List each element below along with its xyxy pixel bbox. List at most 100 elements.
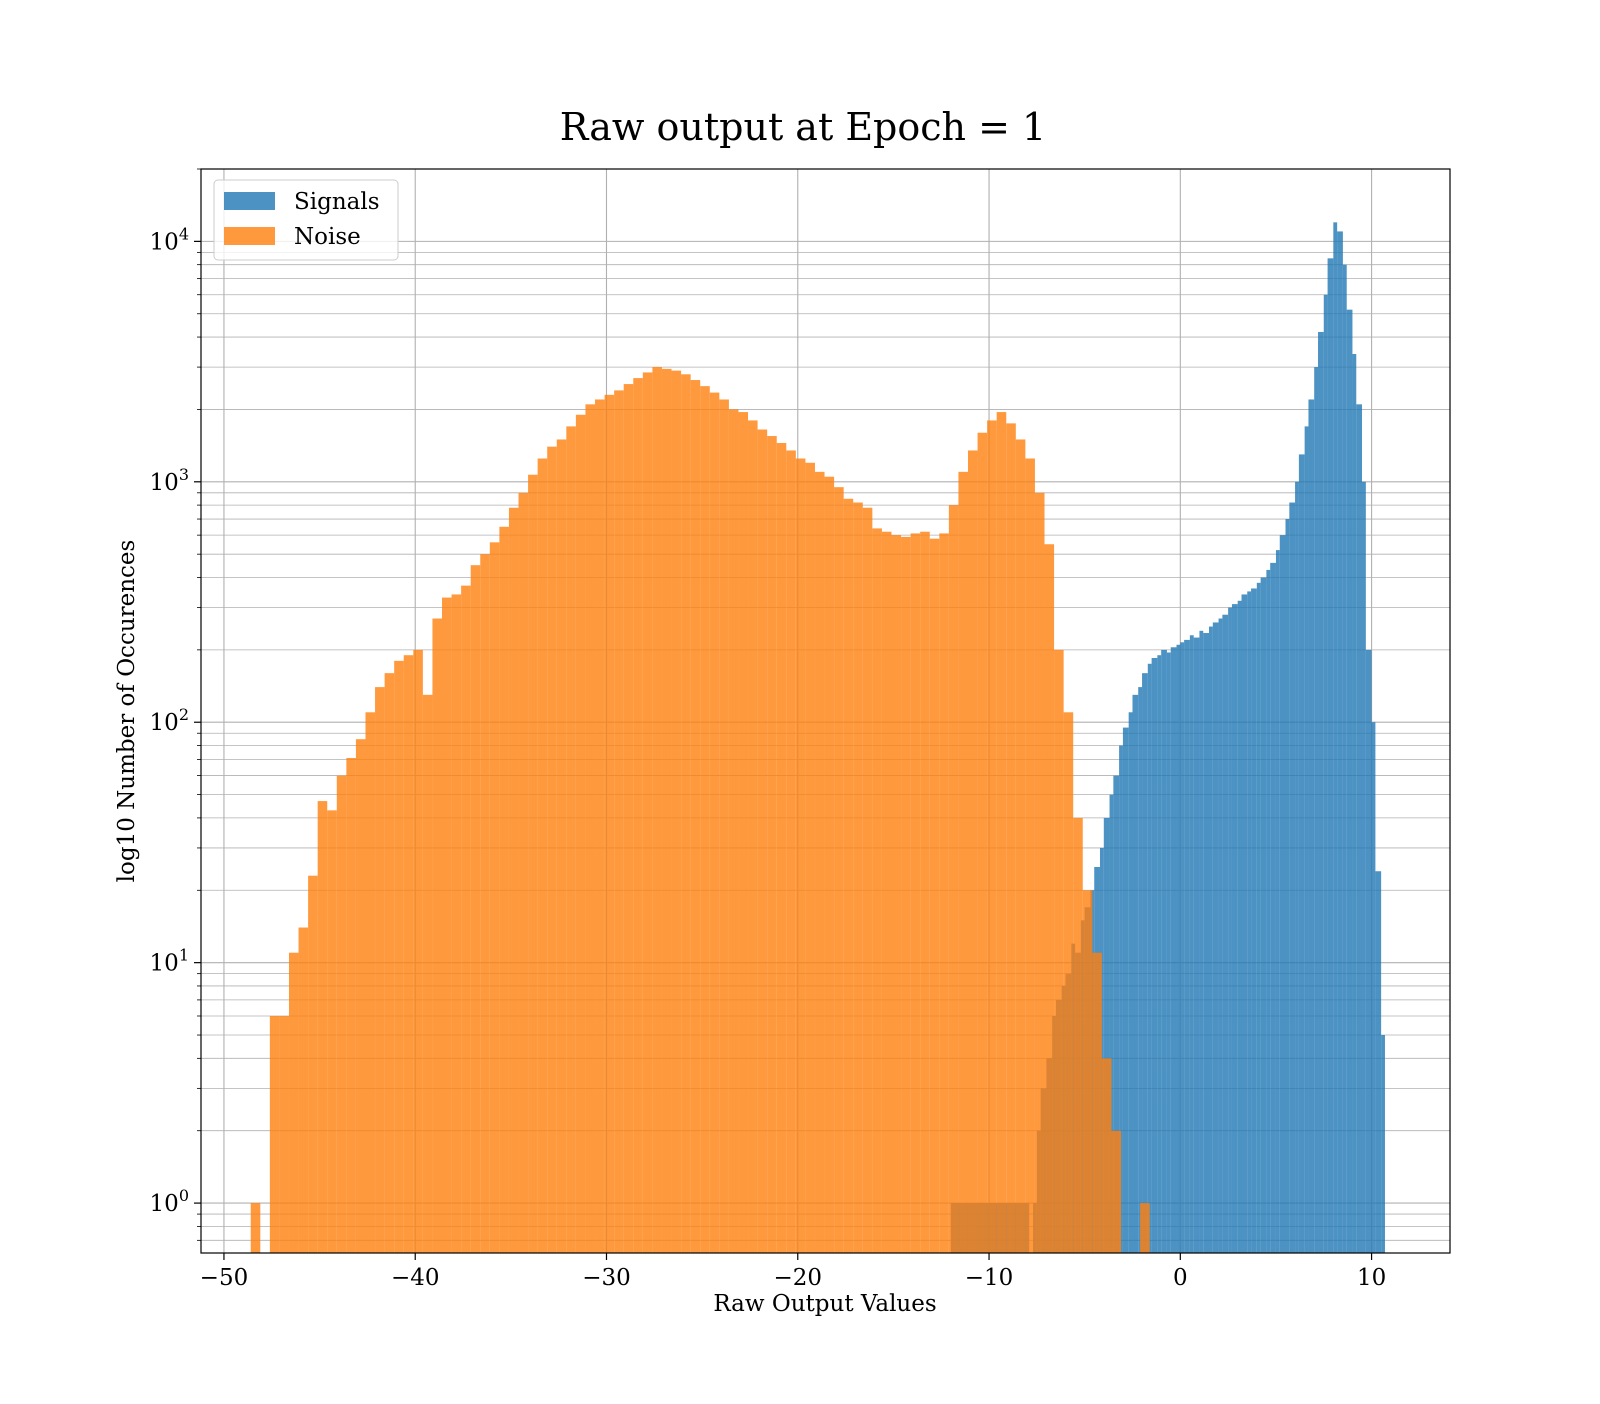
bar-noise <box>566 426 576 1253</box>
bar-noise <box>518 492 529 1253</box>
bar-noise <box>1111 1130 1122 1253</box>
bar-noise <box>977 432 988 1253</box>
bar-noise <box>269 1015 280 1253</box>
bar-signals <box>1247 591 1252 1253</box>
bar-signals <box>1218 618 1223 1253</box>
bar-signals <box>1119 745 1123 1253</box>
bar-noise <box>1140 1203 1150 1253</box>
bar-noise <box>767 436 777 1254</box>
series-signals <box>950 222 1385 1254</box>
bar-noise <box>1034 492 1045 1253</box>
bar-noise <box>738 412 749 1254</box>
bar-signals <box>1170 647 1177 1253</box>
bar-noise <box>336 775 347 1253</box>
bar-noise <box>499 526 509 1253</box>
bar-noise <box>461 585 471 1253</box>
bar-signals <box>1375 871 1382 1253</box>
bar-signals <box>1266 569 1271 1253</box>
bar-noise <box>853 502 863 1253</box>
x-tick-label: −40 <box>391 1265 440 1291</box>
bar-noise <box>987 420 997 1253</box>
bar-noise <box>595 399 605 1253</box>
bar-noise <box>862 507 873 1254</box>
y-axis-ticks: 100 101 102 103 104 <box>150 168 201 1241</box>
y-tick-label: 104 <box>150 224 189 255</box>
bar-noise <box>642 372 653 1253</box>
x-tick-label: 0 <box>1173 1265 1188 1291</box>
bar-noise <box>250 1203 261 1253</box>
bar-signals <box>1103 817 1110 1253</box>
bar-noise <box>690 380 701 1253</box>
bar-noise <box>537 458 548 1253</box>
legend-label-noise: Noise <box>294 224 361 250</box>
bar-signals <box>1237 600 1242 1253</box>
bar-noise <box>317 801 328 1253</box>
bar-signals <box>1333 222 1338 1254</box>
bar-noise <box>1063 712 1074 1253</box>
bar-noise <box>958 471 968 1253</box>
bar-signals <box>1199 630 1204 1253</box>
bar-signals <box>1285 519 1290 1253</box>
bar-noise <box>681 374 691 1253</box>
bar-signals <box>1371 722 1376 1253</box>
bar-noise <box>805 462 815 1253</box>
bar-signals <box>1151 657 1158 1253</box>
bar-noise <box>671 370 682 1253</box>
bar-noise <box>814 471 825 1253</box>
bar-signals <box>1314 367 1319 1253</box>
bar-noise <box>432 618 443 1253</box>
bar-signals <box>1228 607 1232 1253</box>
bar-signals <box>1289 502 1296 1253</box>
bar-signals <box>1298 454 1305 1254</box>
bar-noise <box>1054 649 1064 1253</box>
bar-signals <box>1157 655 1162 1253</box>
histogram-bars <box>250 222 1385 1254</box>
bar-noise <box>901 536 911 1253</box>
bar-noise <box>623 384 634 1253</box>
bar-signals <box>1212 622 1219 1253</box>
bar-noise <box>891 535 902 1253</box>
bar-noise <box>776 443 787 1253</box>
bar-signals <box>1323 294 1328 1253</box>
bar-signals <box>1132 694 1139 1253</box>
legend: Signals Noise <box>213 179 399 261</box>
bar-noise <box>451 594 462 1253</box>
bar-signals <box>1166 652 1171 1253</box>
bar-noise <box>633 378 643 1253</box>
bar-noise <box>843 498 854 1253</box>
x-axis-label: Raw Output Values <box>713 1291 936 1317</box>
bar-noise <box>365 712 376 1253</box>
bar-noise <box>556 439 567 1253</box>
chart-title: Raw output at Epoch = 1 <box>560 105 1046 149</box>
bar-noise <box>719 399 729 1253</box>
bar-noise <box>1044 544 1055 1253</box>
series-noise <box>250 367 1150 1254</box>
bar-noise <box>920 531 930 1253</box>
bar-noise <box>288 952 299 1253</box>
bar-noise <box>403 655 414 1253</box>
bar-signals <box>1208 626 1213 1253</box>
bar-noise <box>709 392 720 1253</box>
bar-signals <box>1365 649 1372 1253</box>
bar-noise <box>1082 890 1093 1253</box>
bar-noise <box>661 368 672 1253</box>
bar-signals <box>1122 727 1129 1253</box>
bar-noise <box>910 533 921 1253</box>
bar-noise <box>528 474 538 1254</box>
bar-signals <box>1142 673 1148 1253</box>
bar-signals <box>1222 614 1229 1253</box>
bar-signals <box>1241 594 1248 1253</box>
bar-noise <box>355 739 366 1253</box>
bar-signals <box>1260 577 1267 1253</box>
bar-noise <box>786 450 796 1253</box>
bar-noise <box>508 507 519 1254</box>
plot-frame <box>200 168 1451 1254</box>
bar-noise <box>346 757 356 1253</box>
bar-noise <box>929 538 940 1253</box>
bar-noise <box>700 386 710 1253</box>
bar-signals <box>1184 639 1190 1253</box>
bar-noise <box>442 597 452 1253</box>
bar-signals <box>1147 663 1152 1253</box>
